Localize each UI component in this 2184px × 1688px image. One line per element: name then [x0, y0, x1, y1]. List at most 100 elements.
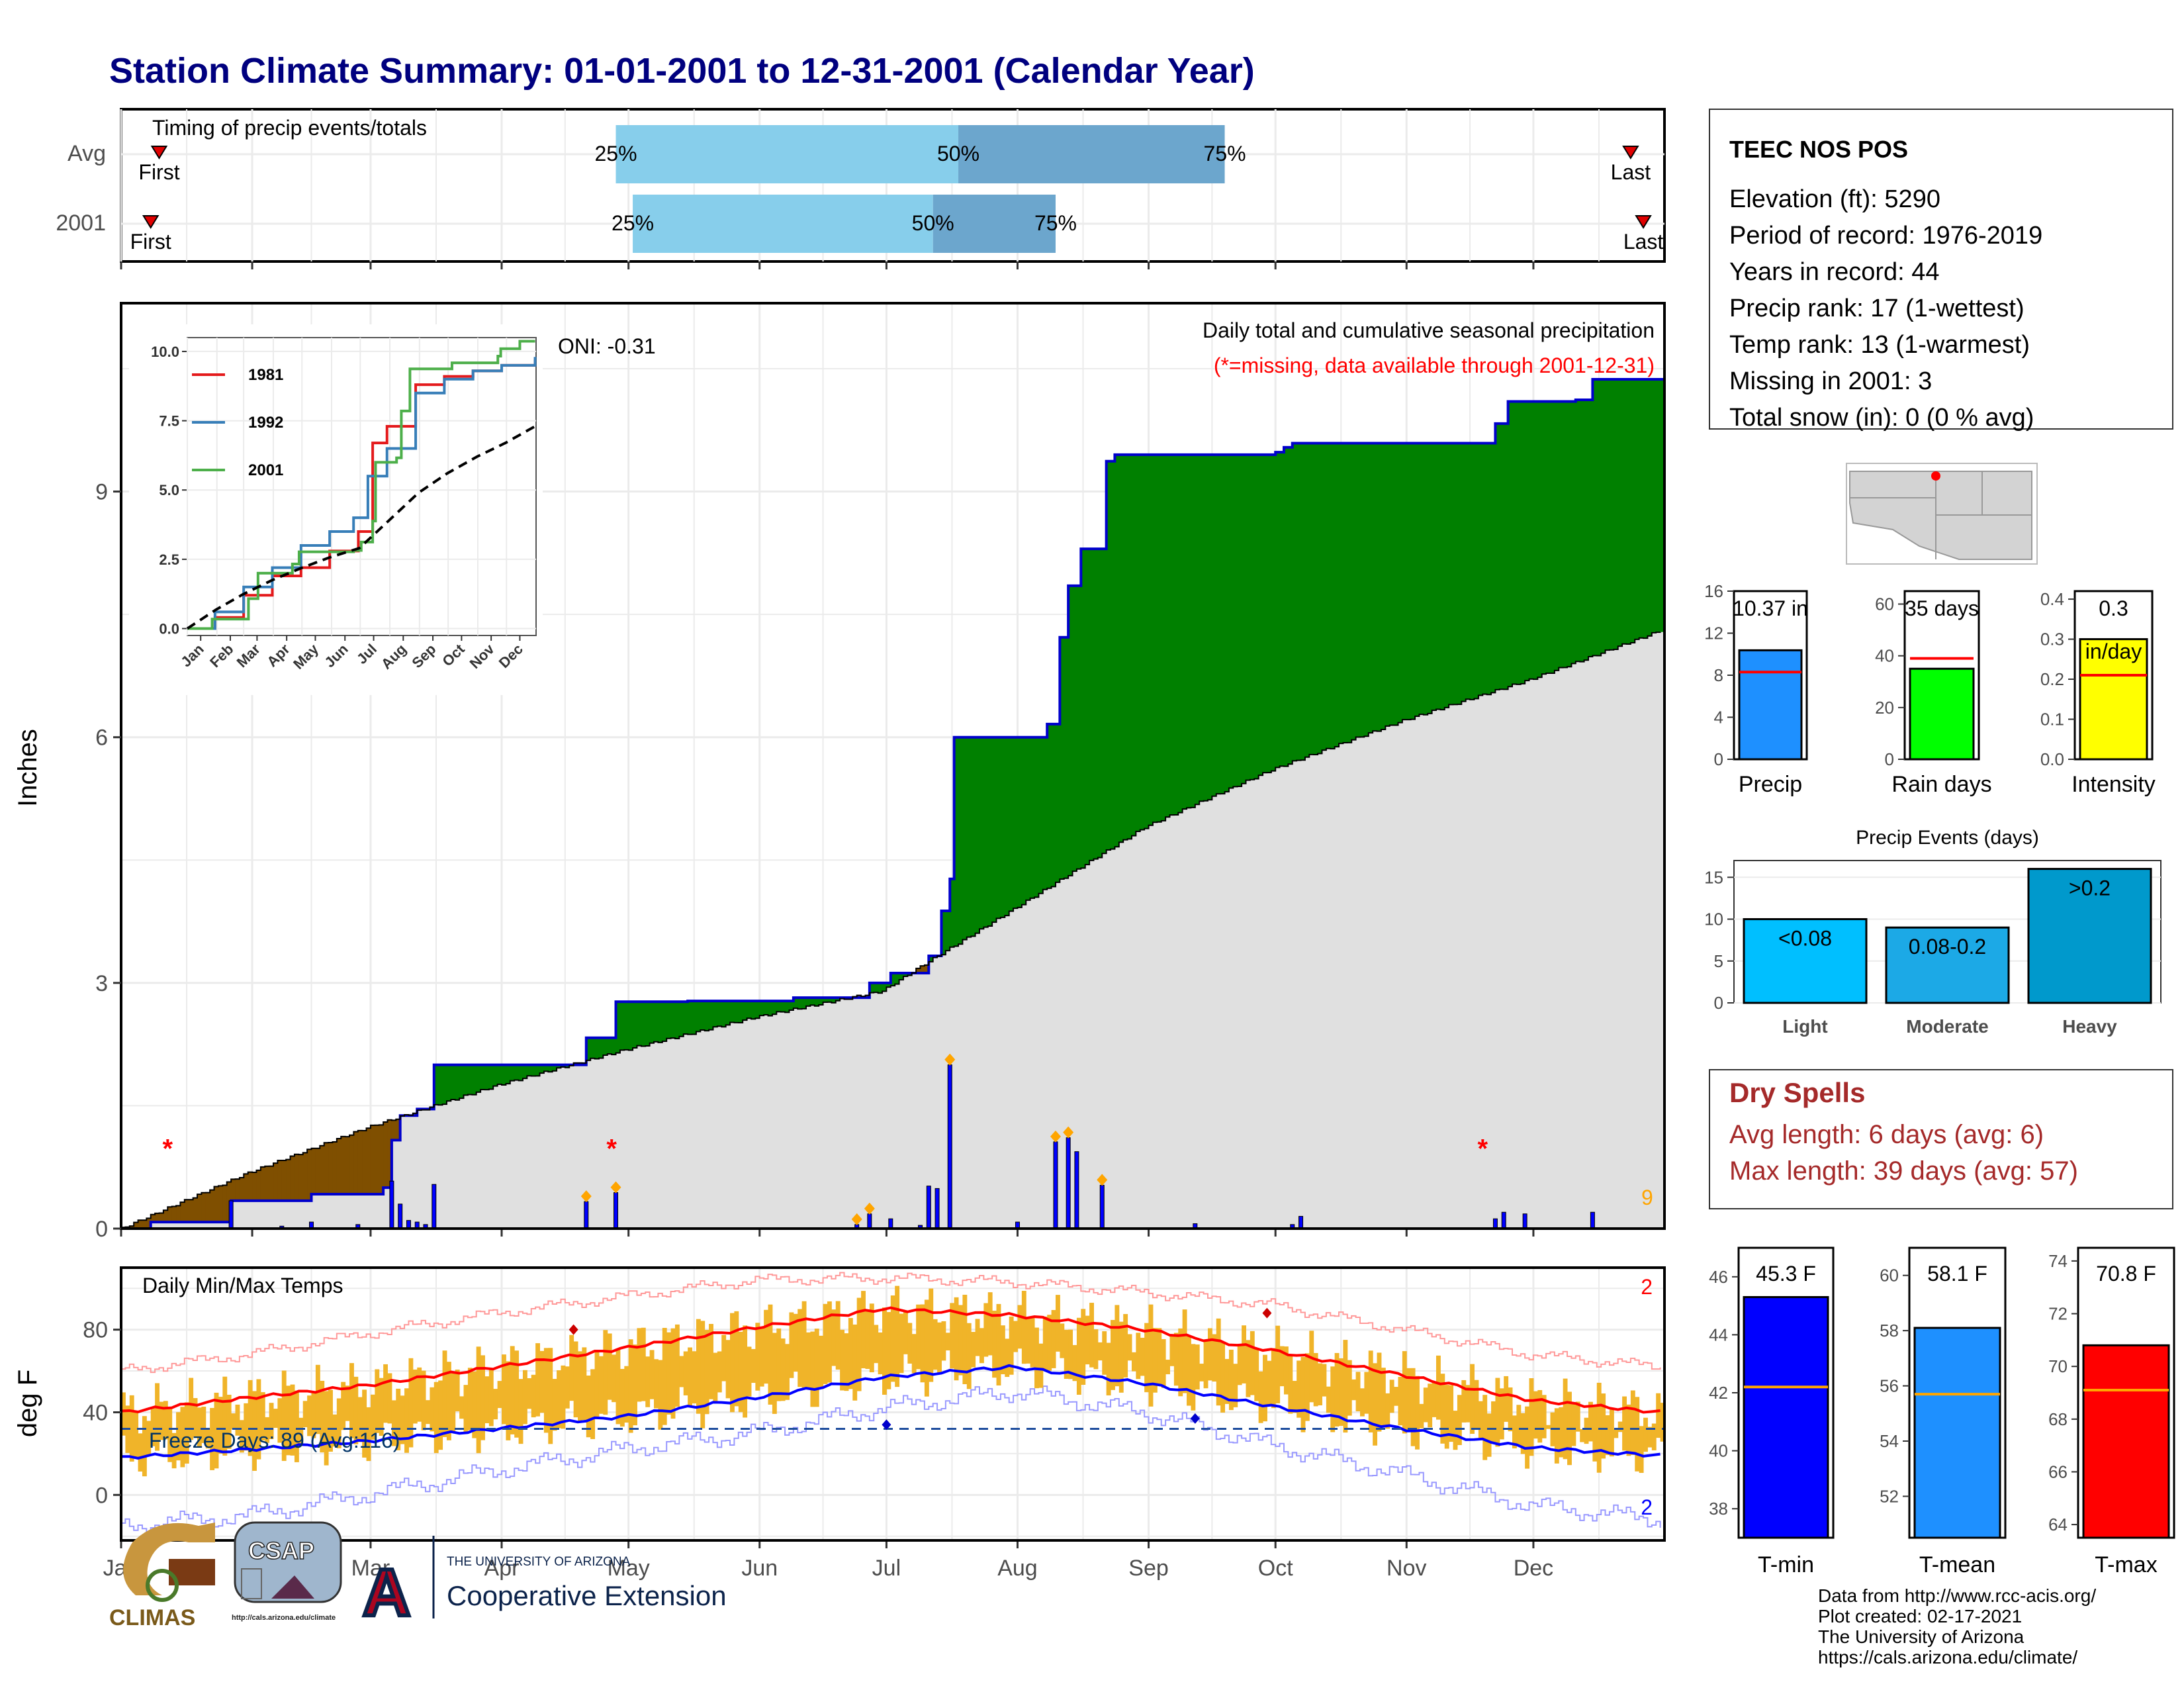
daily-temp-bar: [916, 1304, 921, 1370]
temp-bar-value-label: 70.8 F: [2096, 1262, 2156, 1286]
locator-map: [1846, 463, 2038, 565]
surplus-area-segment: [1136, 454, 1141, 831]
daily-temp-bar: [391, 1400, 396, 1446]
surplus-area-segment: [966, 737, 972, 937]
daily-temp-bar: [755, 1323, 760, 1391]
quartile-bar-lower: [633, 195, 933, 253]
daily-temp-bar: [1605, 1415, 1610, 1456]
daily-temp-bar: [184, 1402, 189, 1464]
daily-temp-bar: [1364, 1372, 1369, 1414]
surplus-area-segment: [1491, 443, 1496, 693]
surplus-area-segment: [674, 1002, 680, 1039]
surplus-area-segment: [535, 1064, 541, 1076]
surplus-area-segment: [497, 1064, 502, 1084]
surplus-area-segment: [886, 982, 891, 988]
temp-bar-2-tick-label: 68: [2048, 1409, 2068, 1429]
surplus-area-segment: [1351, 443, 1357, 740]
inset-y-tick-label: 5.0: [159, 482, 179, 498]
daily-temp-bar: [1292, 1381, 1297, 1413]
temp-bar-value-label: 58.1 F: [1927, 1262, 1987, 1286]
daily-temp-bar: [840, 1329, 845, 1391]
deficit-area-segment: [362, 1130, 367, 1195]
daily-precip-bar: [1590, 1211, 1595, 1229]
daily-temp-bar: [565, 1366, 570, 1409]
dry-spells-box: Dry Spells Avg length: 6 days (avg: 6) M…: [1709, 1069, 2173, 1209]
deficit-area-segment: [290, 1156, 295, 1201]
surplus-area-segment: [552, 1064, 557, 1071]
surplus-area-segment: [958, 737, 964, 945]
daily-temp-bar: [937, 1322, 942, 1373]
surplus-area-segment: [1415, 443, 1420, 717]
events-title: Precip Events (days): [1856, 827, 2039, 849]
temp-bar-2-tick-label: 74: [2048, 1251, 2068, 1271]
surplus-area-segment: [1005, 737, 1010, 916]
surplus-area-segment: [725, 1001, 731, 1025]
daily-temp-bar: [146, 1421, 152, 1456]
daily-temp-bar: [345, 1385, 350, 1421]
daily-temp-bar: [1304, 1353, 1310, 1421]
surplus-area-segment: [1359, 443, 1365, 737]
daily-temp-bar: [222, 1376, 228, 1456]
surplus-area-segment: [1246, 454, 1251, 780]
daily-temp-bar: [205, 1429, 210, 1449]
deficit-area-segment: [924, 964, 929, 974]
y-axis-tick-label: 0: [95, 1217, 108, 1242]
daily-temp-bar: [903, 1311, 908, 1354]
surplus-area-segment: [1516, 401, 1522, 684]
surplus-area-segment: [835, 998, 841, 1001]
surplus-area-segment: [654, 1002, 659, 1042]
inset-y-tick-label: 7.5: [159, 413, 179, 430]
daily-temp-bar: [150, 1407, 156, 1446]
daily-temp-bar: [370, 1394, 375, 1440]
surplus-area-segment: [1017, 737, 1023, 908]
surplus-area-segment: [1457, 443, 1462, 704]
surplus-area-segment: [565, 1064, 570, 1068]
daily-temp-bar: [878, 1332, 883, 1375]
deficit-area-segment: [184, 1199, 189, 1223]
deficit-area-segment: [176, 1205, 181, 1223]
timing-row-label-avg: Avg: [68, 141, 106, 166]
daily-temp-bar: [941, 1321, 946, 1361]
daily-temp-bar: [1140, 1337, 1145, 1376]
mini-bar-0-tick-label: 0: [1714, 749, 1723, 769]
quartile-label-25: 25%: [612, 211, 654, 235]
daily-temp-bar: [1246, 1340, 1251, 1397]
daily-temp-bar: [1051, 1309, 1056, 1368]
deficit-area-segment: [252, 1172, 257, 1201]
daily-temp-bar: [831, 1309, 837, 1366]
surplus-area-segment: [1157, 454, 1162, 822]
surplus-area-segment: [979, 737, 984, 929]
daily-temp-bar: [1309, 1331, 1314, 1403]
surplus-area-segment: [1550, 401, 1555, 673]
daily-temp-bar: [167, 1409, 173, 1462]
surplus-area-segment: [1064, 637, 1069, 878]
deficit-area-segment: [366, 1128, 371, 1195]
daily-temp-bar: [1419, 1403, 1424, 1429]
daily-temp-bar: [987, 1292, 993, 1356]
missing-note: (*=missing, data available through 2001-…: [1214, 353, 1655, 377]
daily-temp-bar: [265, 1417, 270, 1443]
surplus-area-segment: [1394, 443, 1399, 726]
month-label: Oct: [1258, 1556, 1293, 1581]
missing-data-marker: *: [606, 1134, 617, 1163]
daily-temp-bar: [633, 1344, 637, 1426]
surplus-area-segment: [1093, 549, 1099, 859]
daily-temp-bar: [396, 1388, 401, 1450]
daily-temp-bar: [1297, 1360, 1302, 1418]
daily-temp-bar: [201, 1407, 206, 1443]
station-info-line: Elevation (ft): 5290: [1729, 185, 1940, 213]
daily-temp-bar: [1435, 1355, 1441, 1420]
surplus-area-segment: [1169, 454, 1175, 816]
daily-temp-bar: [789, 1312, 794, 1378]
surplus-area-segment: [628, 1002, 633, 1051]
deficit-area-segment: [210, 1190, 215, 1223]
daily-temp-bar: [1275, 1325, 1281, 1403]
quartile-label-75: 75%: [1034, 211, 1077, 235]
page-title: Station Climate Summary: 01-01-2001 to 1…: [109, 51, 1255, 91]
deficit-area-segment: [244, 1174, 249, 1201]
daily-temp-bar: [637, 1328, 642, 1402]
daily-temp-bar: [480, 1355, 485, 1440]
deficit-area-segment: [383, 1122, 388, 1188]
avg-tmax-line: [120, 1306, 1661, 1414]
dry-spells-title: Dry Spells: [1729, 1077, 1865, 1108]
